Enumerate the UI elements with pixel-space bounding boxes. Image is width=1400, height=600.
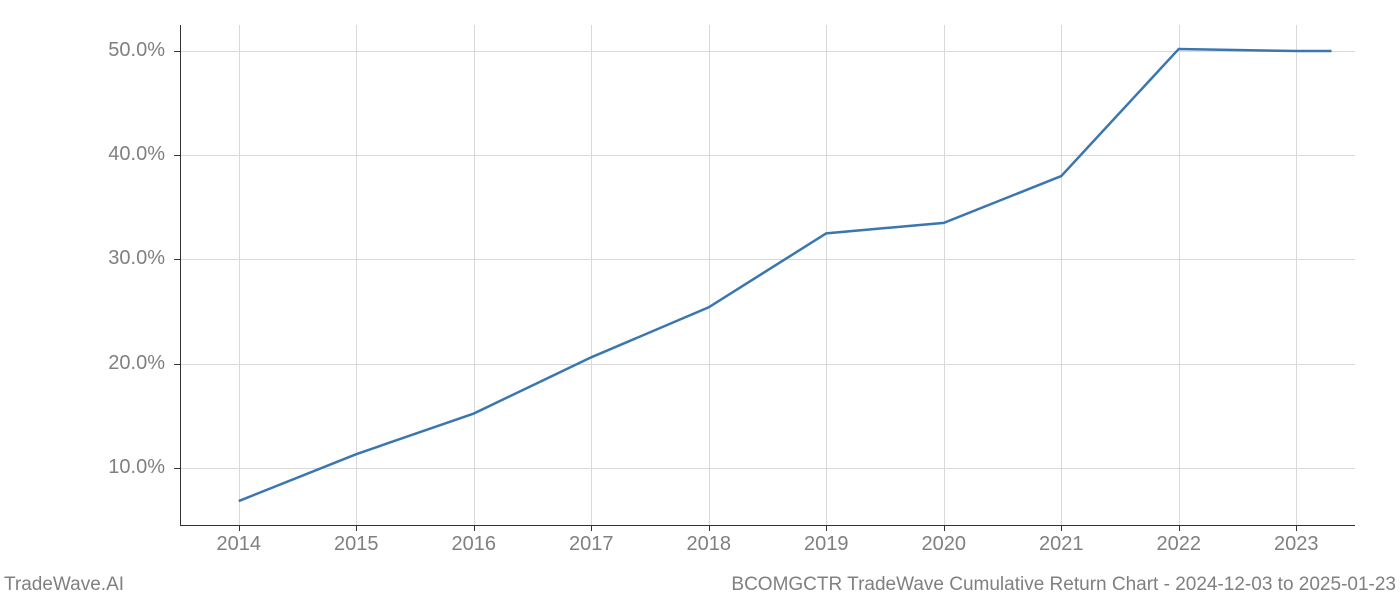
x-tick-label: 2015 [316,533,396,556]
x-tick-mark [826,525,827,531]
x-tick-mark [239,525,240,531]
x-tick-label: 2017 [551,533,631,556]
x-tick-mark [356,525,357,531]
y-tick-label: 40.0% [70,143,165,166]
chart-container: TradeWave.AI BCOMGCTR TradeWave Cumulati… [0,0,1400,600]
x-tick-mark [474,525,475,531]
x-tick-label: 2019 [786,533,866,556]
x-tick-mark [1179,525,1180,531]
x-tick-label: 2020 [904,533,984,556]
y-tick-label: 30.0% [70,247,165,270]
footer-left-text: TradeWave.AI [4,574,124,596]
y-tick-label: 50.0% [70,39,165,62]
x-tick-mark [1061,525,1062,531]
series-line [180,25,1355,525]
x-tick-label: 2014 [199,533,279,556]
x-tick-label: 2016 [434,533,514,556]
x-tick-label: 2021 [1021,533,1101,556]
y-tick-label: 10.0% [70,456,165,479]
x-tick-mark [591,525,592,531]
y-tick-label: 20.0% [70,352,165,375]
x-tick-mark [709,525,710,531]
x-tick-label: 2023 [1256,533,1336,556]
footer-right-text: BCOMGCTR TradeWave Cumulative Return Cha… [731,574,1396,596]
x-tick-label: 2022 [1139,533,1219,556]
x-tick-mark [1296,525,1297,531]
x-tick-label: 2018 [669,533,749,556]
x-tick-mark [944,525,945,531]
